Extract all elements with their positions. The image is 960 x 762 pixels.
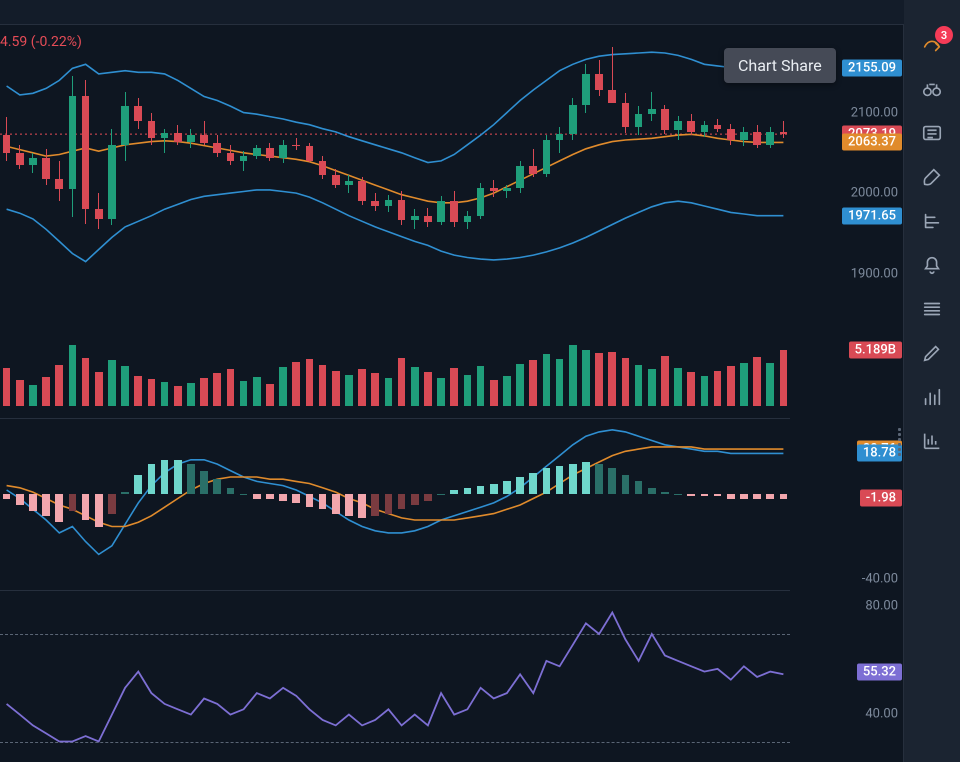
share-badge: 3 <box>935 26 953 44</box>
brush-icon[interactable] <box>921 166 943 188</box>
resize-grip[interactable] <box>898 428 901 456</box>
top-bar <box>0 0 904 25</box>
share-icon[interactable]: 3 <box>921 34 943 56</box>
right-sidebar: 3 <box>903 0 960 762</box>
pencil-icon[interactable] <box>921 342 943 364</box>
volume-chart[interactable] <box>0 330 790 406</box>
chart-share-tooltip: Chart Share <box>724 48 836 83</box>
stack-icon[interactable] <box>921 298 943 320</box>
news-icon[interactable] <box>921 122 943 144</box>
binoculars-icon[interactable] <box>921 78 943 100</box>
price-chart[interactable] <box>0 24 790 330</box>
bars-icon[interactable] <box>921 386 943 408</box>
tooltip-text: Chart Share <box>738 56 822 75</box>
chart-area[interactable]: 4.59 (-0.22%) 2100.002000.001900.002155.… <box>0 0 903 762</box>
rsi-chart[interactable] <box>0 590 790 762</box>
statistics-icon[interactable] <box>921 430 943 452</box>
alert-icon[interactable] <box>921 254 943 276</box>
frequency-icon[interactable] <box>921 210 943 232</box>
y-axis: 2100.002000.001900.002155.092073.192063.… <box>790 0 904 762</box>
macd-chart[interactable] <box>0 418 790 591</box>
